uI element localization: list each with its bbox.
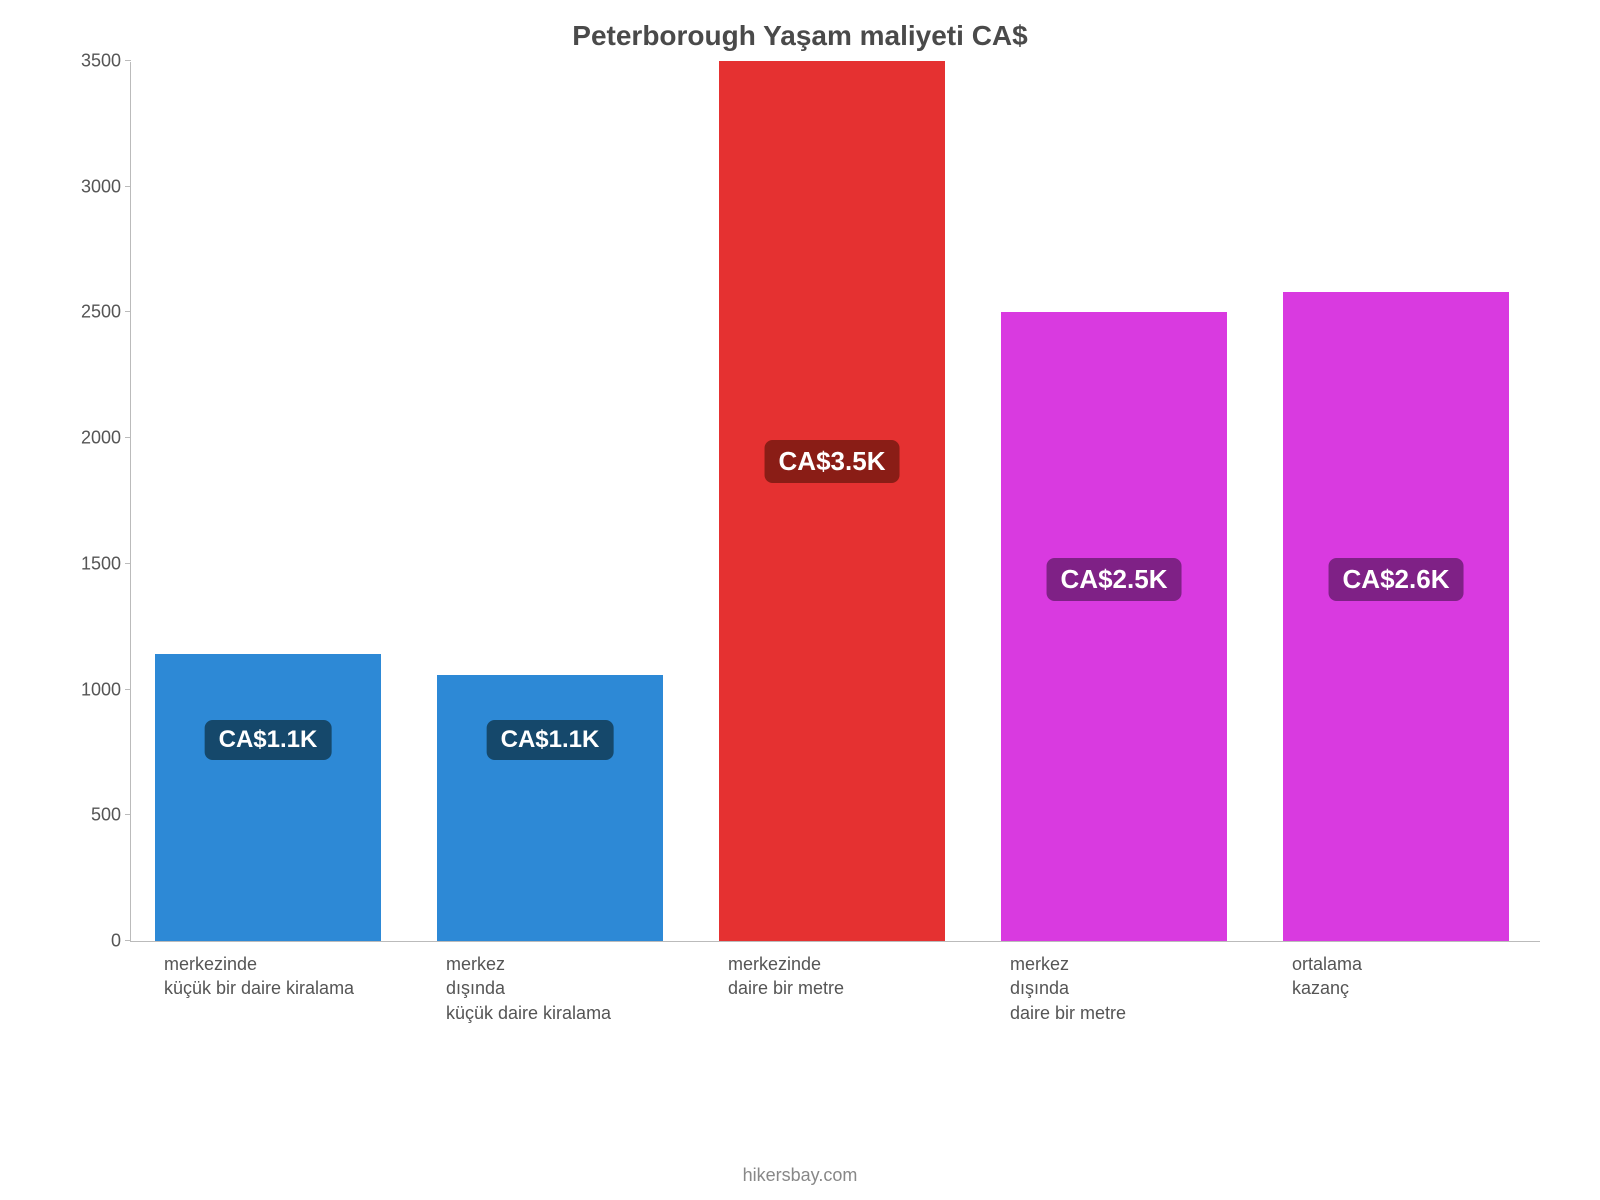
- y-tick-label: 2000: [61, 428, 121, 449]
- x-tick-label: ortalamakazanç: [1292, 952, 1362, 1001]
- y-tick-label: 0: [61, 931, 121, 952]
- y-tick-label: 1000: [61, 679, 121, 700]
- bar-value-badge: CA$1.1K: [487, 720, 614, 760]
- x-tick-label: merkezdışındadaire bir metre: [1010, 952, 1126, 1025]
- y-tick-mark: [125, 563, 131, 564]
- y-tick-mark: [125, 689, 131, 690]
- x-tick-label: merkezindedaire bir metre: [728, 952, 844, 1001]
- y-tick-label: 3500: [61, 51, 121, 72]
- bar: [1001, 312, 1227, 941]
- x-tick-label: merkezindeküçük bir daire kiralama: [164, 952, 354, 1001]
- bar: [155, 654, 381, 941]
- y-tick-mark: [125, 186, 131, 187]
- y-tick-mark: [125, 311, 131, 312]
- bar: [1283, 292, 1509, 941]
- bar: [719, 61, 945, 941]
- y-tick-label: 3000: [61, 176, 121, 197]
- x-tick-label: merkezdışındaküçük daire kiralama: [446, 952, 611, 1025]
- plot-area: 0500100015002000250030003500CA$1.1KCA$1.…: [130, 62, 1540, 942]
- y-tick-mark: [125, 814, 131, 815]
- chart-title: Peterborough Yaşam maliyeti CA$: [60, 20, 1540, 52]
- y-tick-label: 500: [61, 805, 121, 826]
- bar-value-badge: CA$2.5K: [1047, 558, 1182, 601]
- y-tick-mark: [125, 437, 131, 438]
- bar-value-badge: CA$1.1K: [205, 720, 332, 760]
- y-tick-mark: [125, 940, 131, 941]
- chart-container: Peterborough Yaşam maliyeti CA$ 05001000…: [60, 20, 1540, 1120]
- x-axis-labels: merkezindeküçük bir daire kiralama merkez…: [130, 942, 1540, 1062]
- bar-value-badge: CA$3.5K: [765, 440, 900, 483]
- y-tick-mark: [125, 60, 131, 61]
- y-tick-label: 2500: [61, 302, 121, 323]
- attribution-text: hikersbay.com: [0, 1165, 1600, 1186]
- bar: [437, 675, 663, 942]
- bar-value-badge: CA$2.6K: [1329, 558, 1464, 601]
- y-tick-label: 1500: [61, 553, 121, 574]
